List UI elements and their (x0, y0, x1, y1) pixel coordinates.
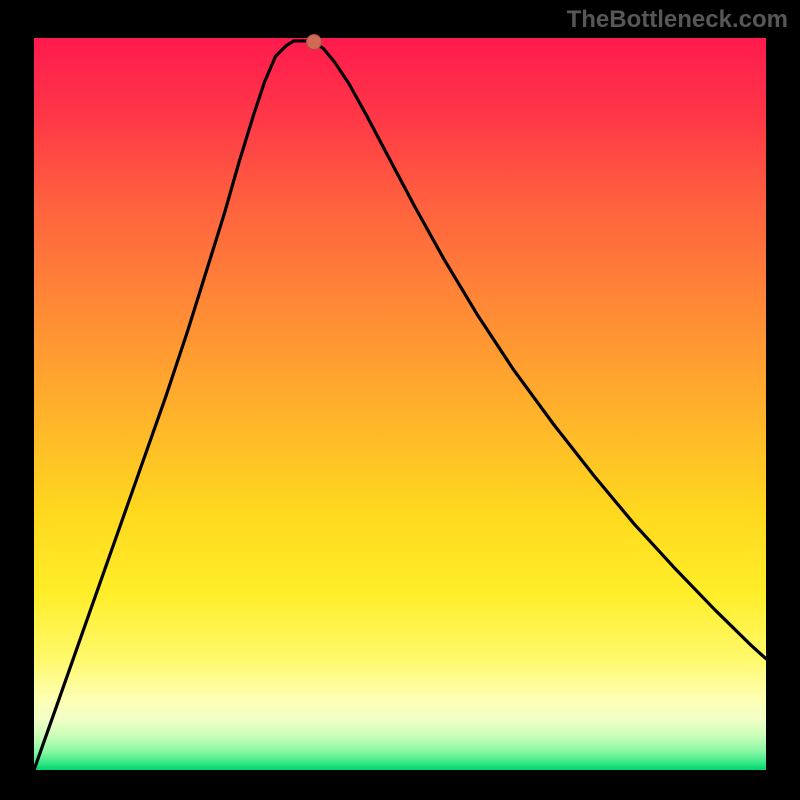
curve-layer (34, 38, 766, 770)
bottleneck-curve (34, 41, 766, 770)
bottleneck-chart (34, 38, 766, 770)
operating-point-marker (306, 34, 322, 50)
watermark-text: TheBottleneck.com (567, 6, 788, 34)
